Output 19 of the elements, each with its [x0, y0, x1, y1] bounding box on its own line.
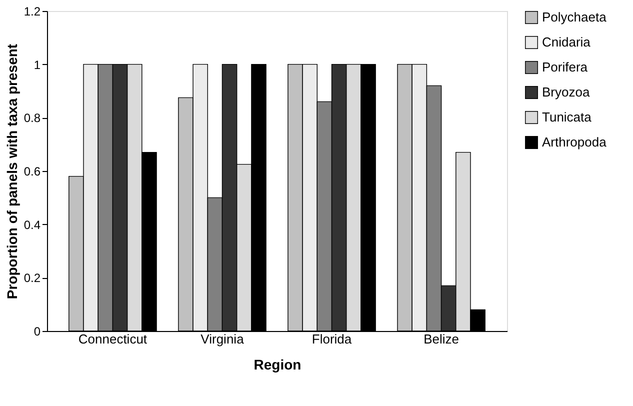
legend-label: Porifera	[542, 60, 588, 74]
legend-label: Cnidaria	[542, 34, 592, 50]
y-tick-label: 0.4	[24, 218, 41, 232]
x-axis-title: Region	[254, 356, 302, 372]
x-tick-label: Virginia	[200, 332, 245, 346]
legend-label: Tunicata	[542, 110, 592, 124]
y-tick-label: 1	[34, 58, 41, 72]
y-tick-label: 0.8	[24, 111, 41, 126]
legend-label: Arthropoda	[542, 134, 608, 150]
x-tick-label: Florida	[312, 332, 352, 346]
y-tick-label: 0	[34, 324, 41, 338]
legend-label: Polychaeta	[542, 10, 608, 24]
y-tick-label: 0.6	[24, 164, 41, 178]
y-tick-label: 1.2	[24, 4, 41, 18]
x-tick-label: Connecticut	[78, 332, 148, 346]
x-tick-label: Belize	[424, 332, 459, 346]
legend-label: Bryozoa	[542, 84, 590, 100]
y-tick-label: 0.2	[24, 271, 41, 286]
y-axis-title: Proportion of panels with taxa present	[4, 44, 20, 300]
